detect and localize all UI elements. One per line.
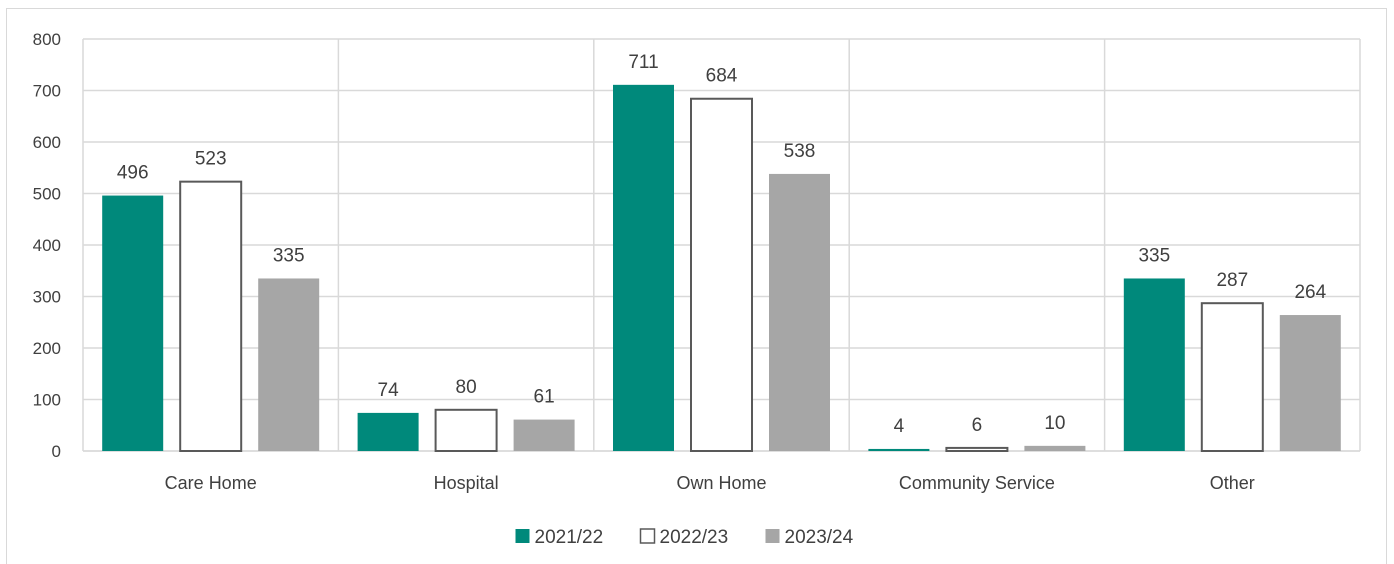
data-label: 538	[784, 141, 816, 162]
x-axis-categories: Care Home Hospital Own Home Community Servi…	[165, 473, 1255, 493]
y-tick-label: 300	[33, 288, 61, 307]
bar-2023-24-other	[1279, 315, 1341, 451]
x-category-label: Community Service	[899, 473, 1055, 493]
legend-swatch	[639, 528, 656, 544]
bar-2023-24-community-service	[1024, 445, 1086, 451]
y-tick-label: 400	[33, 236, 61, 255]
legend-swatch	[765, 529, 780, 543]
legend: 2021/22 2022/23 2023/24	[515, 527, 854, 548]
bar-2022-23-community-service	[945, 446, 1009, 453]
data-labels: 496 523 335 74 80 61 711 684 538 4 6 10 335 287 264	[117, 52, 1327, 437]
data-label: 61	[534, 387, 555, 408]
bar-2022-23-care-home	[179, 180, 243, 452]
y-tick-label: 500	[33, 185, 61, 204]
data-label: 264	[1294, 282, 1326, 303]
legend-label: 2022/23	[660, 527, 729, 548]
data-label: 10	[1044, 413, 1065, 434]
y-axis-ticks: 0 100 200 300 400 500 600 700 800	[33, 30, 61, 461]
bar-2021-22-other	[1123, 278, 1185, 451]
bar-2021-22-community-service	[868, 448, 930, 451]
bar-2021-22-own-home	[613, 84, 674, 452]
y-tick-label: 700	[33, 82, 61, 101]
x-category-label: Own Home	[676, 473, 766, 493]
data-label: 684	[706, 66, 738, 87]
data-label: 80	[456, 377, 477, 398]
bar-2021-22-hospital	[357, 412, 419, 451]
y-tick-label: 800	[33, 30, 61, 49]
bar-2023-24-own-home	[769, 173, 830, 451]
y-tick-label: 0	[52, 442, 61, 461]
bar-2022-23-other	[1200, 302, 1264, 452]
bar-2022-23-own-home	[690, 97, 753, 453]
bar-2022-23-hospital	[434, 408, 498, 452]
data-label: 335	[1138, 245, 1170, 266]
data-label: 287	[1216, 270, 1248, 291]
legend-swatch	[515, 529, 530, 543]
data-label: 523	[195, 149, 227, 170]
legend-label: 2023/24	[785, 527, 854, 548]
legend-label: 2021/22	[535, 527, 604, 548]
bar-2023-24-hospital	[513, 419, 575, 451]
y-tick-label: 600	[33, 133, 61, 152]
x-category-label: Hospital	[434, 473, 499, 493]
data-label: 4	[894, 416, 905, 437]
data-label: 74	[378, 380, 400, 401]
x-category-label: Other	[1210, 473, 1255, 493]
data-label: 711	[628, 52, 658, 73]
bar-2023-24-care-home	[258, 278, 320, 451]
x-category-label: Care Home	[165, 473, 257, 493]
data-label: 496	[117, 163, 149, 184]
data-label: 335	[273, 245, 305, 266]
y-tick-label: 100	[33, 391, 61, 410]
bars	[102, 84, 1341, 453]
data-label: 6	[972, 415, 983, 436]
y-tick-label: 200	[33, 339, 61, 358]
bar-2021-22-care-home	[102, 195, 164, 451]
